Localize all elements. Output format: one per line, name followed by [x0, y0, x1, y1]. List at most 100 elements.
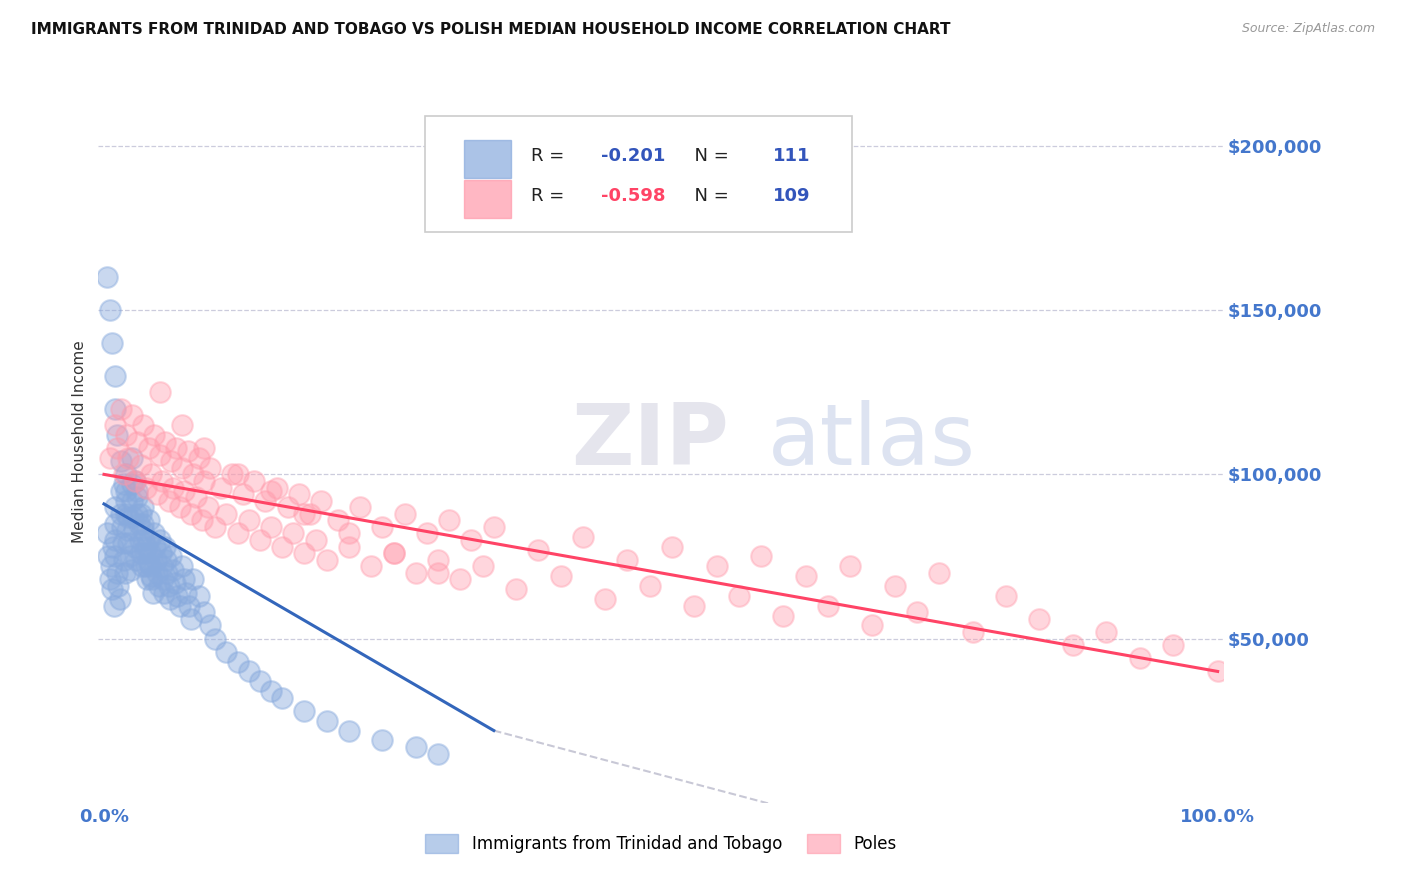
Point	[427, 747, 450, 761]
Point	[127, 483, 149, 498]
Point	[107, 579, 129, 593]
Point	[198, 460, 221, 475]
Point	[527, 542, 550, 557]
Point	[193, 441, 215, 455]
Point	[132, 500, 155, 515]
Point	[143, 526, 166, 541]
Text: IMMIGRANTS FROM TRINIDAD AND TOBAGO VS POLISH MEDIAN HOUSEHOLD INCOME CORRELATIO: IMMIGRANTS FROM TRINIDAD AND TOBAGO VS P…	[31, 22, 950, 37]
Point	[1129, 651, 1152, 665]
Y-axis label: Median Household Income: Median Household Income	[72, 340, 87, 543]
Point	[127, 507, 149, 521]
Point	[471, 559, 494, 574]
Point	[176, 585, 198, 599]
Point	[104, 401, 127, 416]
Point	[120, 563, 142, 577]
Point	[146, 487, 169, 501]
Point	[294, 704, 316, 718]
Point	[105, 441, 128, 455]
Point	[883, 579, 905, 593]
Point	[139, 467, 162, 482]
Text: N =: N =	[683, 187, 735, 205]
Point	[226, 655, 249, 669]
Point	[283, 526, 305, 541]
Point	[371, 733, 394, 747]
Point	[127, 491, 149, 505]
Point	[905, 605, 928, 619]
Point	[110, 401, 132, 416]
Point	[104, 500, 127, 515]
Point	[105, 428, 128, 442]
Point	[153, 585, 176, 599]
Point	[149, 533, 172, 547]
Point	[405, 566, 427, 580]
Point	[315, 553, 337, 567]
Point	[181, 573, 204, 587]
Point	[187, 450, 209, 465]
Point	[427, 553, 450, 567]
Point	[277, 500, 299, 515]
Point	[173, 483, 195, 498]
Point	[159, 592, 181, 607]
Point	[249, 533, 271, 547]
Point	[337, 723, 360, 738]
Text: R =: R =	[531, 187, 571, 205]
Point	[427, 566, 450, 580]
Point	[142, 585, 165, 599]
Point	[260, 684, 283, 698]
Point	[122, 510, 145, 524]
Point	[117, 450, 139, 465]
Point	[157, 579, 180, 593]
Point	[103, 599, 125, 613]
Point	[129, 507, 152, 521]
Point	[141, 573, 163, 587]
Point	[405, 739, 427, 754]
Point	[928, 566, 950, 580]
Point	[371, 520, 394, 534]
Point	[186, 491, 208, 505]
Point	[112, 477, 135, 491]
Point	[121, 493, 143, 508]
Point	[155, 553, 177, 567]
Point	[112, 553, 135, 567]
Point	[181, 467, 204, 482]
Point	[193, 605, 215, 619]
Point	[131, 559, 153, 574]
Text: 109: 109	[773, 187, 811, 205]
Point	[260, 520, 283, 534]
Point	[100, 559, 122, 574]
Point	[117, 510, 139, 524]
Point	[294, 507, 316, 521]
Point	[169, 599, 191, 613]
Point	[118, 549, 141, 564]
Point	[593, 592, 616, 607]
Point	[135, 559, 157, 574]
Point	[294, 546, 316, 560]
Point	[96, 526, 118, 541]
Point	[232, 487, 254, 501]
Point	[124, 540, 146, 554]
Point	[129, 546, 152, 560]
Point	[115, 493, 138, 508]
Point	[794, 569, 817, 583]
Point	[132, 533, 155, 547]
Point	[439, 513, 461, 527]
Legend: Immigrants from Trinidad and Tobago, Poles: Immigrants from Trinidad and Tobago, Pol…	[418, 827, 904, 860]
Point	[683, 599, 706, 613]
Point	[661, 540, 683, 554]
Point	[115, 507, 138, 521]
Point	[187, 589, 209, 603]
Point	[727, 589, 749, 603]
Point	[271, 540, 294, 554]
Point	[309, 493, 332, 508]
Text: atlas: atlas	[768, 400, 976, 483]
Point	[304, 533, 326, 547]
Point	[98, 450, 121, 465]
Point	[449, 573, 471, 587]
Point	[127, 434, 149, 449]
Point	[115, 467, 138, 482]
Point	[337, 526, 360, 541]
Bar	[464, 140, 512, 178]
Point	[110, 483, 132, 498]
Point	[204, 632, 226, 646]
Point	[155, 540, 177, 554]
